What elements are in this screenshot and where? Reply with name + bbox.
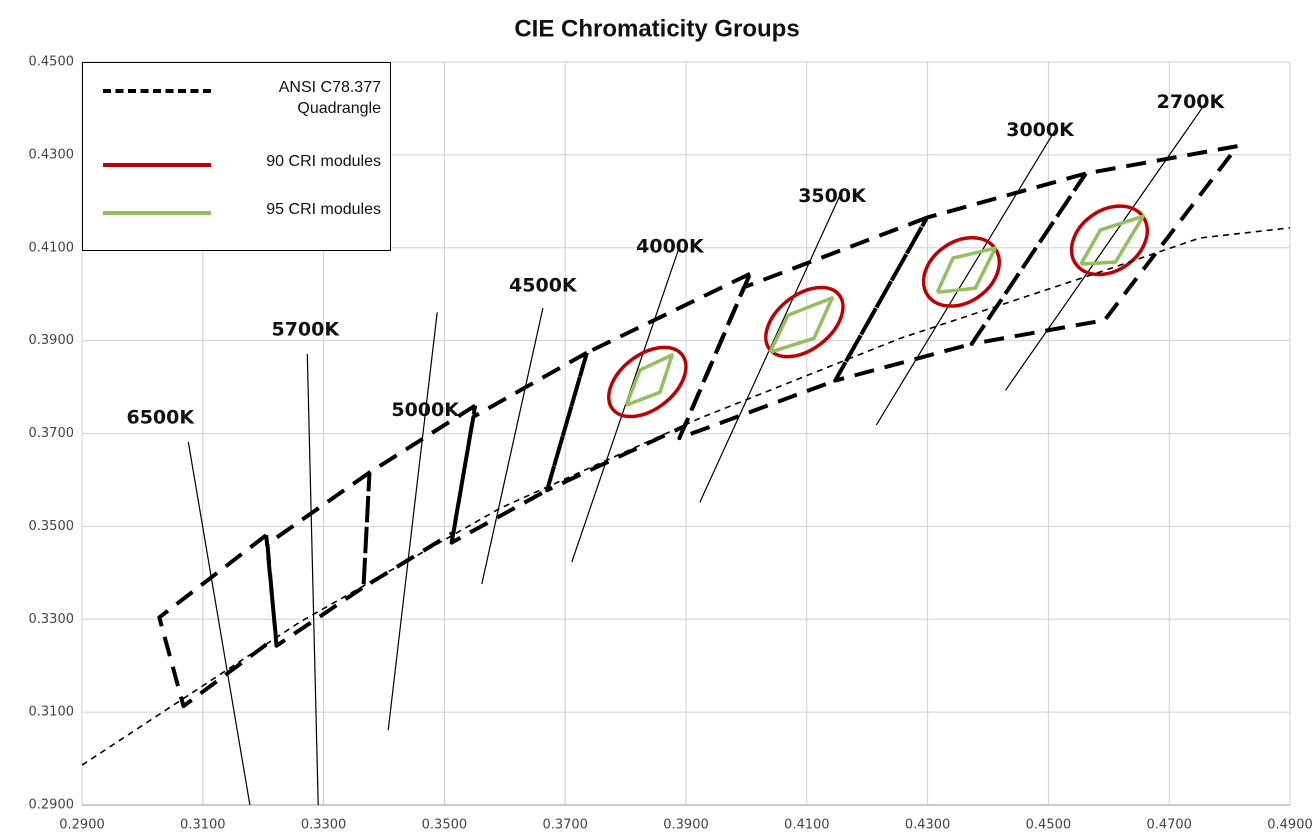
x-tick-label: 0.3500: [422, 818, 468, 833]
x-tick-label: 0.4100: [784, 818, 830, 833]
legend-label: 95 CRI modules: [266, 201, 381, 218]
y-tick-label: 0.3500: [29, 519, 75, 534]
cct-label: 4000K: [636, 235, 705, 257]
ellipse: [764, 285, 845, 359]
y-tick-label: 0.3900: [29, 333, 75, 348]
cct-line: [1005, 102, 1206, 391]
y-tick-label: 0.3300: [29, 612, 75, 627]
y-tick-label: 0.4100: [29, 240, 75, 255]
y-tick-label: 0.3700: [29, 426, 75, 441]
cct-label: 3500K: [798, 185, 867, 207]
y-tick-label: 0.2900: [29, 798, 75, 813]
legend: ANSI C78.377 Quadrangle 90 CRI modules 95 …: [82, 62, 391, 251]
legend-label: 90 CRI modules: [266, 153, 381, 170]
legend-swatch: [103, 211, 211, 215]
locus: [82, 227, 1290, 766]
cct-label: 2700K: [1157, 91, 1226, 113]
cct-label: 4500K: [509, 275, 578, 297]
legend-label: ANSI C78.377 Quadrangle: [278, 79, 381, 117]
x-tick-label: 0.3900: [663, 818, 709, 833]
cct-line: [481, 307, 544, 585]
cct-line: [306, 354, 319, 805]
cct-label: 5700K: [271, 319, 340, 341]
y-tick-label: 0.4300: [29, 147, 75, 162]
quadrangle: [624, 214, 1145, 407]
x-tick-label: 0.3700: [542, 818, 588, 833]
cct-line: [387, 312, 438, 731]
cct-label: 3000K: [1006, 119, 1075, 141]
legend-swatch: [103, 89, 211, 93]
y-tick-label: 0.4500: [29, 55, 75, 70]
y-tick-label: 0.3100: [29, 705, 75, 720]
x-tick-label: 0.2900: [59, 818, 105, 833]
cct-label: 5000K: [391, 399, 460, 421]
x-tick-label: 0.3300: [301, 818, 347, 833]
quadrangle: [157, 144, 1240, 709]
x-tick-label: 0.4900: [1267, 818, 1313, 833]
ellipse: [607, 345, 688, 419]
cct-line: [187, 441, 251, 805]
cct-line: [875, 129, 1056, 426]
cct-label: 6500K: [126, 406, 195, 428]
chart-title: CIE Chromaticity Groups: [514, 15, 799, 42]
x-tick-label: 0.4500: [1026, 818, 1072, 833]
legend-swatch: [103, 163, 211, 167]
x-tick-label: 0.4300: [905, 818, 951, 833]
x-tick-label: 0.3100: [180, 818, 226, 833]
x-tick-label: 0.4700: [1146, 818, 1192, 833]
